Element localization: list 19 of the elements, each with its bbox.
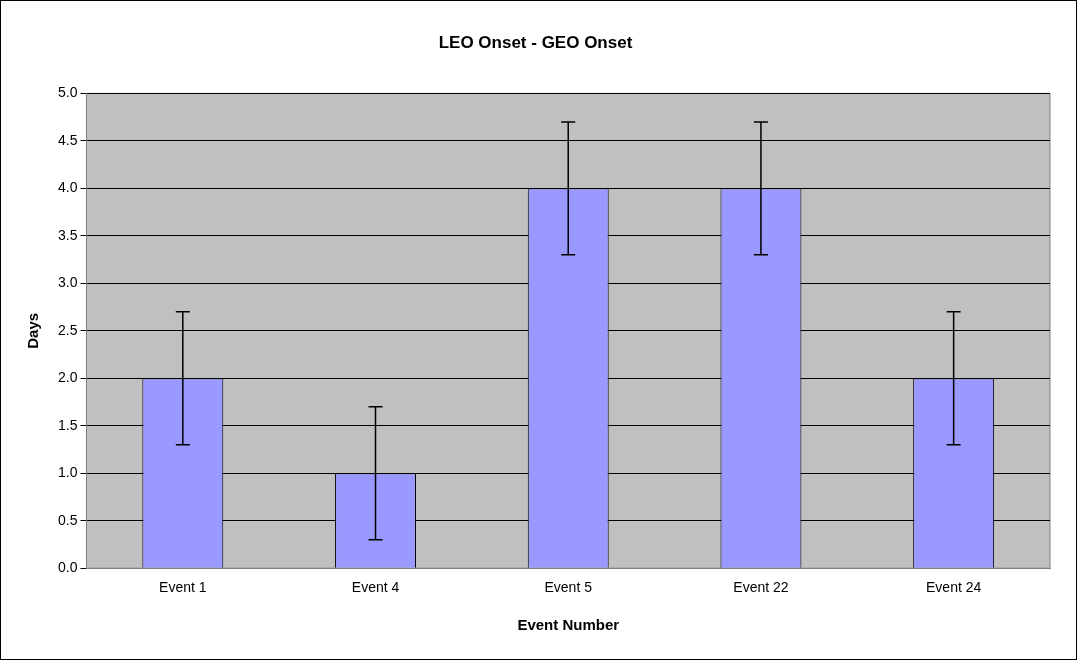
- y-tick-label: 0.5: [57, 511, 78, 528]
- y-tick-label: 4.5: [57, 131, 78, 148]
- x-tick-label: Event 5: [544, 579, 593, 596]
- x-tick-label: Event 22: [733, 579, 789, 596]
- x-tick-label: Event 1: [159, 579, 207, 596]
- x-tick-label: Event 4: [351, 579, 400, 596]
- y-tick-label: 4.0: [57, 179, 78, 196]
- y-tick-label: 3.5: [57, 226, 78, 243]
- x-tick-label: Event 24: [926, 579, 982, 596]
- y-tick-label: 3.0: [57, 274, 78, 291]
- y-tick-label: 5.0: [57, 84, 78, 101]
- y-tick-label: 0.0: [57, 559, 78, 576]
- y-tick-label: 2.5: [57, 321, 78, 338]
- y-tick-label: 2.0: [57, 369, 78, 386]
- x-axis-title: Event Number: [517, 616, 620, 634]
- y-axis-title: Days: [24, 312, 42, 349]
- y-tick-label: 1.0: [57, 464, 78, 481]
- chart-title: LEO Onset - GEO Onset: [438, 32, 633, 52]
- y-tick-label: 1.5: [57, 416, 78, 433]
